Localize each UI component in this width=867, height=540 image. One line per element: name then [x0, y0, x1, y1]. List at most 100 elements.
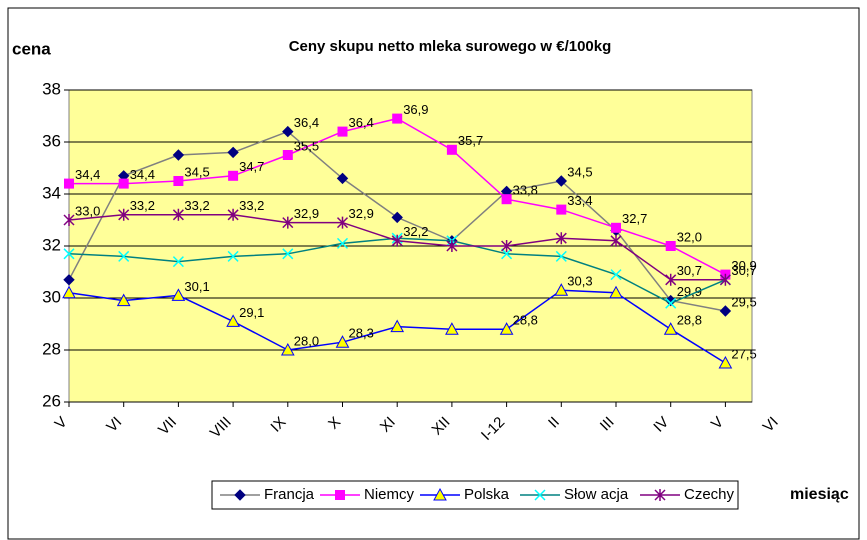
- data-label: 34,5: [184, 164, 209, 179]
- data-label: 33,4: [567, 193, 592, 208]
- data-label: 30,9: [731, 258, 756, 273]
- data-point: [336, 216, 349, 229]
- data-point: [227, 250, 239, 262]
- data-point: [501, 194, 512, 205]
- data-point: [718, 355, 733, 369]
- data-point: [227, 208, 239, 221]
- data-label: 29,5: [731, 294, 756, 309]
- data-label: 28,0: [294, 333, 319, 348]
- x-axis-label: miesiąc: [790, 486, 849, 503]
- data-point: [499, 322, 514, 335]
- data-label: 32,0: [677, 229, 702, 244]
- chart-title: Ceny skupu netto mleka surowego w €/100k…: [289, 38, 612, 55]
- data-point: [556, 204, 567, 215]
- y-tick-label: 28: [42, 339, 61, 358]
- y-tick-label: 36: [42, 131, 61, 150]
- data-point: [172, 149, 185, 161]
- data-point: [282, 125, 294, 138]
- data-label: 36,4: [294, 115, 319, 130]
- data-point: [665, 297, 677, 309]
- legend-label: Niemcy: [364, 486, 415, 503]
- y-tick-label: 34: [42, 183, 61, 202]
- data-label: 34,5: [567, 164, 592, 179]
- data-point: [446, 240, 458, 252]
- data-label: 28,8: [677, 313, 702, 328]
- data-label: 35,5: [294, 138, 319, 153]
- data-point: [228, 170, 239, 181]
- data-point: [501, 248, 513, 260]
- legend-marker: [335, 490, 345, 500]
- data-point: [282, 216, 294, 229]
- data-point: [335, 335, 350, 348]
- data-point: [555, 175, 568, 187]
- data-label: 30,7: [731, 263, 756, 278]
- data-label: 33,0: [75, 203, 100, 218]
- data-point: [63, 248, 75, 260]
- data-point: [64, 178, 74, 189]
- legend-label: Francja: [264, 486, 315, 503]
- data-point: [336, 237, 349, 249]
- data-label: 28,8: [513, 313, 538, 328]
- data-label: 36,4: [349, 115, 374, 130]
- y-tick-label: 32: [42, 235, 61, 254]
- data-label: 32,2: [403, 224, 428, 239]
- data-point: [118, 208, 130, 221]
- data-point: [336, 172, 349, 185]
- data-point: [118, 178, 129, 189]
- y-tick-label: 26: [42, 391, 61, 410]
- data-label: 30,7: [677, 263, 702, 278]
- data-point: [392, 113, 403, 124]
- data-point: [391, 234, 403, 247]
- data-label: 27,5: [731, 346, 756, 361]
- data-label: 33,2: [130, 198, 155, 213]
- data-point: [665, 273, 677, 286]
- data-label: 32,9: [349, 206, 374, 221]
- data-point: [63, 214, 75, 226]
- data-point: [62, 285, 76, 299]
- data-label: 30,1: [184, 279, 209, 294]
- data-point: [719, 273, 731, 286]
- data-point: [391, 211, 403, 224]
- data-point: [116, 293, 131, 307]
- data-point: [665, 241, 676, 251]
- data-label: 32,7: [622, 211, 647, 226]
- data-point: [554, 283, 569, 296]
- data-label: 36,9: [403, 102, 428, 117]
- data-label: 32,9: [294, 206, 319, 221]
- data-label: 34,7: [239, 159, 264, 174]
- data-label: 35,7: [458, 133, 483, 148]
- data-point: [282, 150, 293, 160]
- data-point: [282, 248, 294, 260]
- data-label: 34,4: [75, 167, 100, 182]
- legend-marker: [234, 489, 246, 501]
- data-point: [173, 176, 184, 186]
- data-point: [227, 146, 239, 159]
- data-point: [555, 250, 567, 262]
- data-point: [171, 288, 186, 301]
- data-point: [610, 234, 622, 247]
- data-label: 30,3: [567, 274, 592, 289]
- data-point: [609, 285, 623, 299]
- data-point: [118, 250, 130, 262]
- data-point: [337, 126, 348, 137]
- data-label: 33,8: [513, 183, 538, 198]
- data-point: [610, 269, 622, 281]
- data-point: [663, 322, 678, 335]
- data-point: [445, 322, 459, 335]
- data-point: [390, 319, 405, 333]
- legend-marker: [654, 489, 666, 501]
- data-label: 29,9: [677, 284, 702, 299]
- data-point: [446, 144, 457, 155]
- data-point: [63, 274, 75, 286]
- y-axis-label: cena: [12, 39, 51, 58]
- data-point: [172, 256, 184, 268]
- data-label: 29,1: [239, 305, 264, 320]
- data-label: 33,2: [239, 198, 264, 213]
- data-label: 34,4: [130, 167, 155, 182]
- data-label: 33,2: [184, 198, 209, 213]
- y-tick-label: 38: [42, 79, 61, 98]
- data-label: 28,3: [349, 326, 374, 341]
- data-point: [172, 208, 184, 221]
- data-point: [501, 240, 513, 252]
